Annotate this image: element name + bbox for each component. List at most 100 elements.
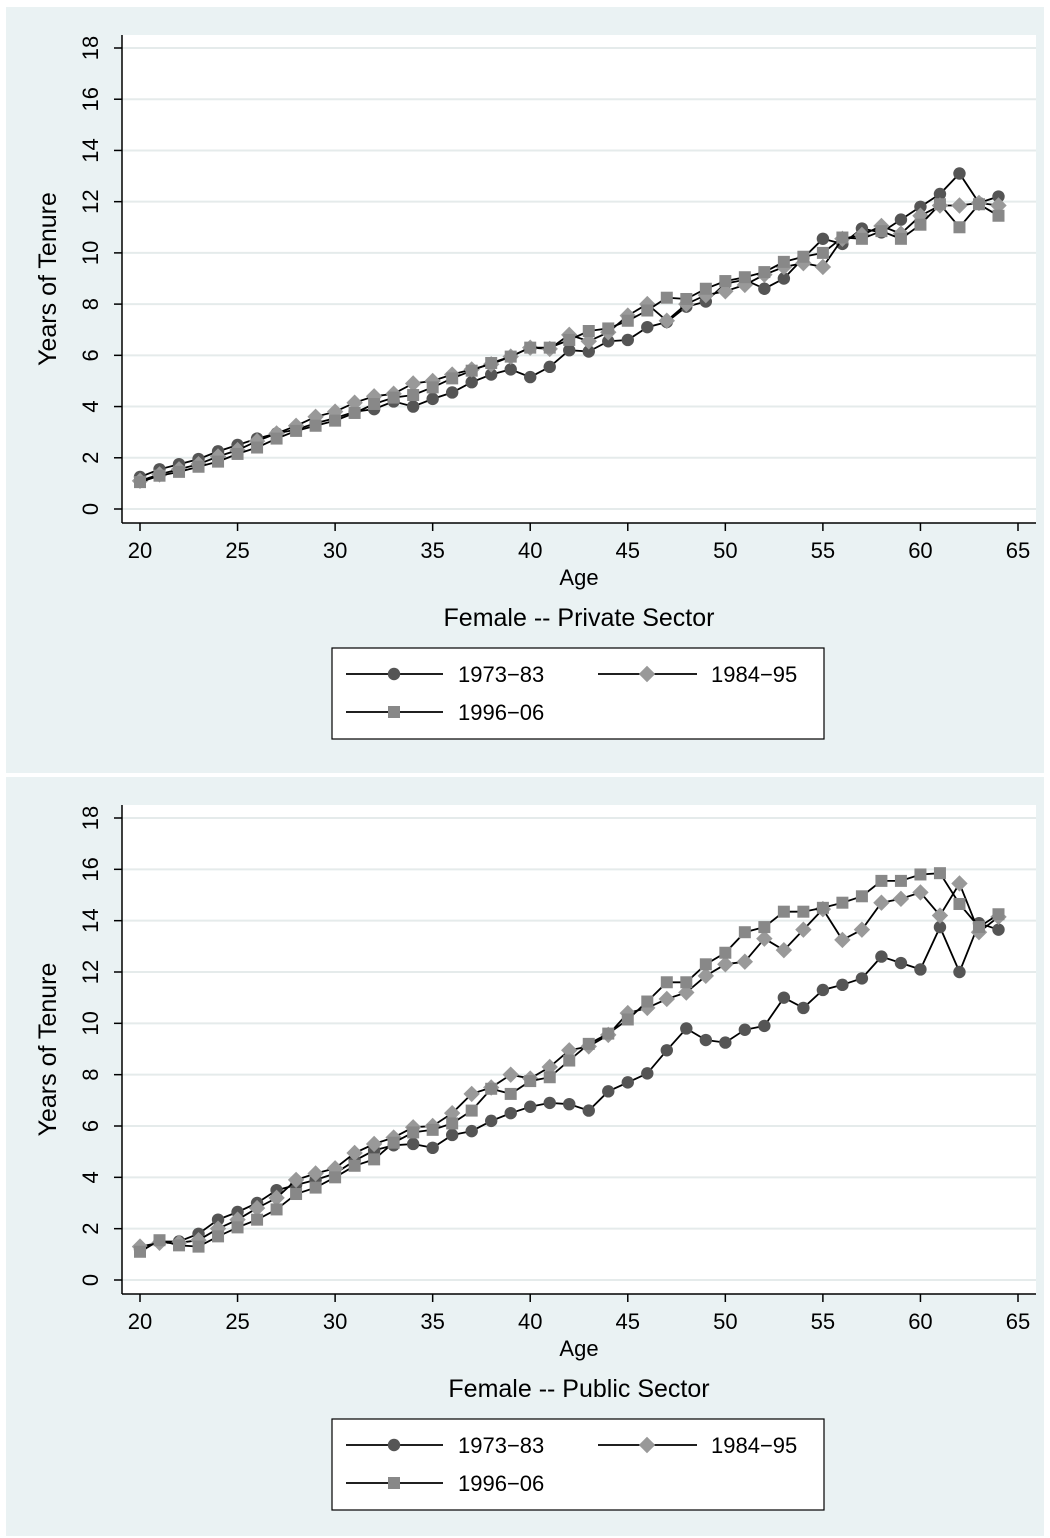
data-point	[990, 197, 1007, 214]
data-point	[680, 292, 693, 305]
series-s3	[134, 867, 1005, 1258]
data-point	[329, 1171, 342, 1184]
data-point	[173, 465, 186, 478]
data-point	[680, 976, 693, 989]
data-point	[329, 414, 342, 427]
x-tick-label: 65	[1006, 538, 1030, 563]
data-point	[563, 1054, 576, 1067]
x-tick-label: 60	[908, 538, 932, 563]
data-point	[446, 1117, 459, 1130]
data-point	[543, 360, 556, 374]
data-point	[816, 246, 829, 259]
legend-box	[331, 647, 825, 740]
chart-panel-public: 0 2 4 6 8 10 12 14 16 18 20 25 30 35 40 45 50 55 60 65 Years…	[6, 777, 1044, 1536]
data-point	[914, 218, 927, 231]
legend-label: 1984−95	[711, 662, 797, 687]
data-point	[153, 1234, 166, 1247]
data-point	[758, 282, 771, 295]
x-tick-label: 60	[908, 1309, 932, 1334]
data-point	[231, 447, 244, 460]
y-tick-label: 6	[78, 349, 103, 361]
data-point	[153, 469, 166, 482]
data-point	[719, 946, 732, 959]
data-point	[875, 874, 888, 887]
data-point	[580, 333, 597, 350]
data-point	[777, 255, 790, 268]
x-tick-label: 40	[518, 1309, 542, 1334]
data-point	[504, 1087, 517, 1100]
data-point	[348, 406, 361, 419]
data-point	[972, 921, 985, 934]
data-point	[485, 1114, 498, 1128]
data-point	[797, 250, 810, 263]
legend-label: 1996−06	[458, 1471, 544, 1496]
data-point	[290, 1188, 303, 1201]
legend-marker	[387, 667, 401, 681]
x-tick-label: 55	[811, 538, 835, 563]
data-point	[248, 1199, 266, 1217]
legend-item-s2: 1984−95	[598, 1433, 797, 1458]
data-point	[582, 1037, 595, 1050]
data-point	[641, 1067, 654, 1080]
x-tick-label: 35	[420, 538, 444, 563]
series-s3	[134, 198, 1005, 489]
y-tick-label: 12	[78, 189, 103, 213]
data-point	[875, 225, 888, 238]
data-point	[894, 956, 908, 970]
legend-item-s1: 1973−83	[346, 1433, 544, 1458]
data-point	[836, 896, 849, 909]
legend-label: 1984−95	[711, 1433, 797, 1458]
x-tick-label: 45	[616, 538, 640, 563]
x-tick-label: 65	[1006, 1309, 1030, 1334]
data-point	[543, 341, 556, 354]
data-point	[992, 923, 1005, 936]
legend-item-s3: 1996−06	[346, 700, 544, 725]
y-tick-label: 18	[78, 36, 103, 60]
data-point	[951, 875, 968, 892]
data-point	[326, 1160, 344, 1177]
y-tick-label: 10	[78, 241, 103, 265]
data-point	[658, 312, 675, 329]
data-point	[736, 953, 754, 970]
data-point	[621, 1013, 634, 1026]
y-tick-label: 2	[78, 452, 103, 464]
data-point	[502, 1066, 519, 1083]
data-point	[738, 271, 751, 284]
data-point	[407, 389, 420, 402]
data-point	[933, 198, 946, 211]
data-point	[251, 1213, 264, 1226]
y-tick-label: 0	[78, 1274, 103, 1286]
data-point	[953, 167, 966, 180]
data-point	[485, 368, 498, 381]
chart-title: Female -- Public Sector	[448, 1375, 709, 1403]
data-point	[697, 286, 715, 304]
data-point	[678, 984, 695, 1001]
x-tick-label: 40	[518, 538, 542, 563]
data-point	[446, 372, 459, 385]
data-point	[855, 232, 868, 245]
data-point	[699, 1033, 713, 1047]
data-point	[758, 921, 771, 934]
data-point	[775, 941, 793, 959]
data-point	[485, 357, 498, 370]
data-point	[307, 1165, 324, 1182]
x-tick-label: 25	[225, 1309, 249, 1334]
y-tick-label: 4	[78, 400, 103, 412]
x-tick-label: 30	[323, 538, 347, 563]
data-point	[717, 283, 734, 300]
data-point	[816, 901, 829, 914]
data-point	[192, 460, 205, 473]
data-point	[641, 320, 654, 334]
data-point	[639, 295, 656, 313]
data-point	[953, 897, 966, 910]
data-point	[699, 958, 712, 971]
legend-marker	[638, 665, 656, 683]
data-point	[543, 1071, 556, 1084]
data-point	[211, 1213, 225, 1226]
data-point	[621, 314, 634, 327]
data-point	[365, 1135, 383, 1153]
data-point	[933, 187, 947, 201]
data-point	[797, 905, 810, 918]
y-tick-label: 2	[78, 1223, 103, 1235]
